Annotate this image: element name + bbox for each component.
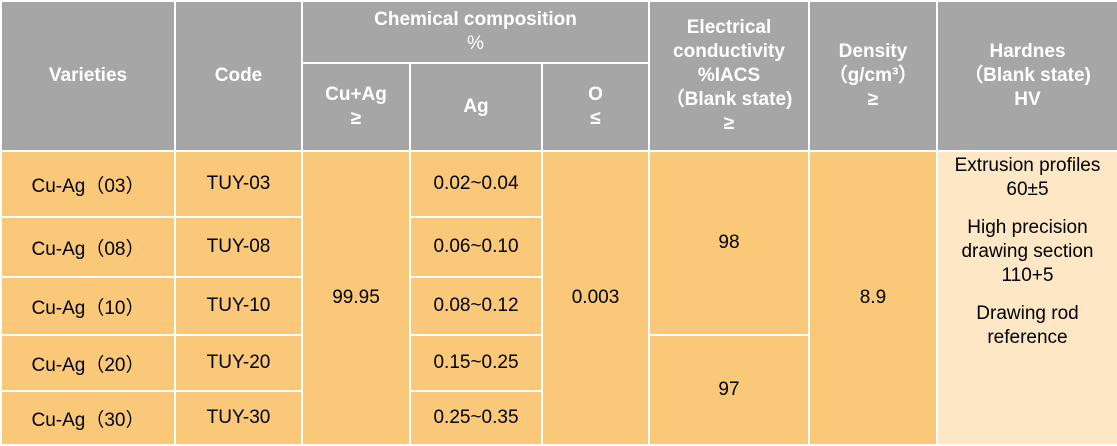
ag-cell: 0.08~0.12 — [409, 276, 543, 336]
table-row: Cu-Ag（08） TUY-08 0.06~0.10 — [0, 216, 1117, 278]
ag-cell: 0.02~0.04 — [409, 150, 543, 218]
table-row: Cu-Ag（20） TUY-20 0.15~0.25 97 — [0, 334, 1117, 446]
variety-cell: Cu-Ag（10） — [0, 276, 176, 336]
header-varieties: Varieties — [0, 0, 176, 152]
o-value: 0.003 — [541, 150, 650, 446]
ag-cell: 0.15~0.25 — [409, 334, 543, 392]
table-row: Cu-Ag（10） TUY-10 0.08~0.12 — [0, 276, 1117, 336]
hardness-extrusion: Extrusion profiles 60±5 — [954, 155, 1101, 200]
header-code: Code — [174, 0, 303, 152]
header-ag: Ag — [409, 62, 543, 152]
header-conductivity: Electrical conductivity %IACS （Blank sta… — [648, 0, 810, 152]
code-cell: TUY-03 — [174, 150, 303, 218]
ag-cell: 0.06~0.10 — [409, 216, 543, 278]
table-row: Cu-Ag（03） TUY-03 99.95 0.02~0.04 0.003 9… — [0, 150, 1117, 446]
hardness-notes: Extrusion profiles 60±5 High precision d… — [936, 150, 1117, 446]
variety-cell: Cu-Ag（08） — [0, 216, 176, 278]
variety-cell: Cu-Ag（30） — [0, 390, 176, 446]
code-cell: TUY-10 — [174, 276, 303, 336]
header-o: O ≤ — [541, 62, 650, 152]
variety-cell: Cu-Ag（03） — [0, 150, 176, 218]
code-cell: TUY-30 — [174, 390, 303, 446]
chemical-unit: % — [467, 33, 484, 54]
density-value: 8.9 — [808, 150, 938, 446]
hardness-rod: Drawing rod reference — [976, 303, 1079, 348]
header-cu-ag: Cu+Ag ≥ — [301, 62, 411, 152]
table-row: Cu-Ag（30） TUY-30 0.25~0.35 — [0, 390, 1117, 446]
table-header: Varieties Code Chemical composition % El… — [0, 0, 1117, 152]
chemical-title: Chemical composition — [374, 9, 577, 30]
header-chemical-composition: Chemical composition % — [301, 0, 650, 64]
header-hardness: Hardnes （Blank state) HV — [936, 0, 1117, 152]
code-cell: TUY-08 — [174, 216, 303, 278]
header-density: Density （g/cm³） ≥ — [808, 0, 938, 152]
conductivity-value-98: 98 — [648, 150, 810, 336]
ag-cell: 0.25~0.35 — [409, 390, 543, 446]
hardness-precision: High precision drawing section 110+5 — [961, 217, 1094, 286]
conductivity-value-97: 97 — [648, 334, 810, 446]
variety-cell: Cu-Ag（20） — [0, 334, 176, 392]
code-cell: TUY-20 — [174, 334, 303, 392]
table-body: Cu-Ag（03） TUY-03 99.95 0.02~0.04 0.003 9… — [0, 150, 1117, 446]
cu-ag-value: 99.95 — [301, 150, 411, 446]
